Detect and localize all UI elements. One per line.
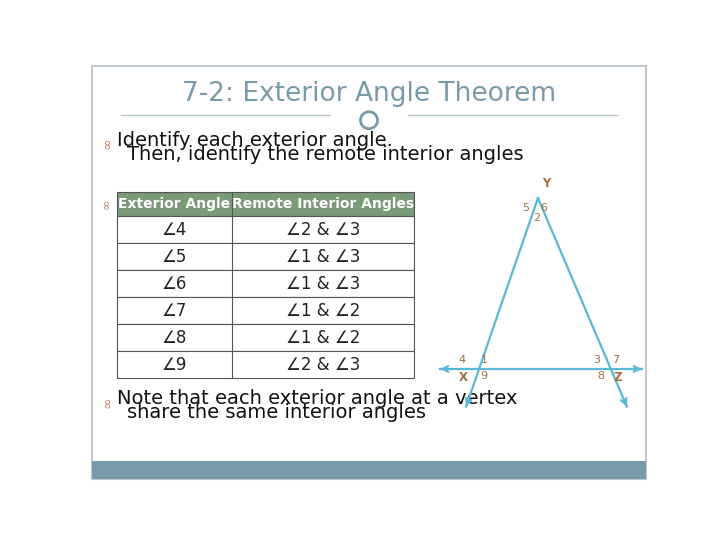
Bar xyxy=(117,298,414,325)
Text: ∠1 & ∠2: ∠1 & ∠2 xyxy=(286,302,360,320)
Text: ∠1 & ∠2: ∠1 & ∠2 xyxy=(286,329,360,347)
Bar xyxy=(117,325,414,351)
Text: ∠5: ∠5 xyxy=(162,248,187,266)
Text: ∠4: ∠4 xyxy=(162,221,187,239)
Text: ∞: ∞ xyxy=(100,138,114,149)
Text: 2: 2 xyxy=(533,213,540,222)
Bar xyxy=(117,271,414,298)
Bar xyxy=(91,461,647,479)
Text: ∠1 & ∠3: ∠1 & ∠3 xyxy=(286,248,360,266)
Text: ∞: ∞ xyxy=(100,396,114,408)
Bar xyxy=(117,217,414,244)
Text: 8: 8 xyxy=(598,372,605,381)
Text: Y: Y xyxy=(542,177,550,190)
Text: 7-2: Exterior Angle Theorem: 7-2: Exterior Angle Theorem xyxy=(182,81,556,107)
Text: ∠9: ∠9 xyxy=(162,356,187,374)
Text: 4: 4 xyxy=(458,355,465,365)
Text: Note that each exterior angle at a vertex: Note that each exterior angle at a verte… xyxy=(117,389,518,408)
Text: ∠2 & ∠3: ∠2 & ∠3 xyxy=(286,356,360,374)
Bar xyxy=(117,351,414,378)
Bar xyxy=(117,192,414,217)
Text: ∠7: ∠7 xyxy=(162,302,187,320)
Text: Identify each exterior angle.: Identify each exterior angle. xyxy=(117,131,393,150)
Bar xyxy=(117,244,414,271)
Text: share the same interior angles: share the same interior angles xyxy=(127,403,426,422)
Text: 7: 7 xyxy=(612,355,619,365)
Text: ∠8: ∠8 xyxy=(162,329,187,347)
Text: ∠2 & ∠3: ∠2 & ∠3 xyxy=(286,221,360,239)
Text: Z: Z xyxy=(613,372,621,384)
Text: 9: 9 xyxy=(481,372,487,381)
Text: Exterior Angle: Exterior Angle xyxy=(118,197,230,211)
Text: 1: 1 xyxy=(481,355,487,365)
Text: ∠1 & ∠3: ∠1 & ∠3 xyxy=(286,275,360,293)
Text: 3: 3 xyxy=(593,355,600,365)
Text: 5: 5 xyxy=(523,204,529,213)
Text: X: X xyxy=(459,372,468,384)
Text: ∠6: ∠6 xyxy=(162,275,187,293)
Text: Then, identify the remote interior angles: Then, identify the remote interior angle… xyxy=(127,145,524,164)
Text: ∞: ∞ xyxy=(99,199,112,210)
Text: 6: 6 xyxy=(540,204,547,213)
Text: Remote Interior Angles: Remote Interior Angles xyxy=(232,197,414,211)
FancyBboxPatch shape xyxy=(91,66,647,479)
